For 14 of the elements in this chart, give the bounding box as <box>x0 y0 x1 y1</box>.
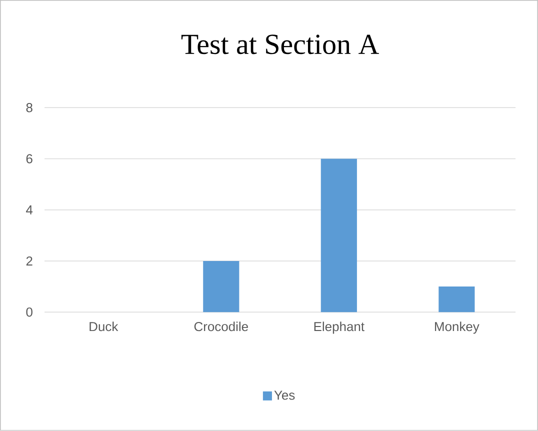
y-tick-label: 0 <box>26 308 32 317</box>
y-tick-label: 2 <box>26 256 32 266</box>
y-tick-label: 6 <box>26 154 32 164</box>
chart-title: Test at Section A <box>181 34 379 54</box>
x-tick-label: Elephant <box>314 322 364 334</box>
bar <box>438 286 475 312</box>
y-tick-label: 8 <box>26 103 32 112</box>
x-tick-label: Monkey <box>435 322 480 334</box>
legend-label: Yes <box>274 390 295 400</box>
y-tick-label: 4 <box>26 206 33 214</box>
bar <box>203 261 240 312</box>
x-tick-label: Crocodile <box>194 322 248 332</box>
x-tick-label: Duck <box>90 322 118 332</box>
bar <box>320 158 357 312</box>
